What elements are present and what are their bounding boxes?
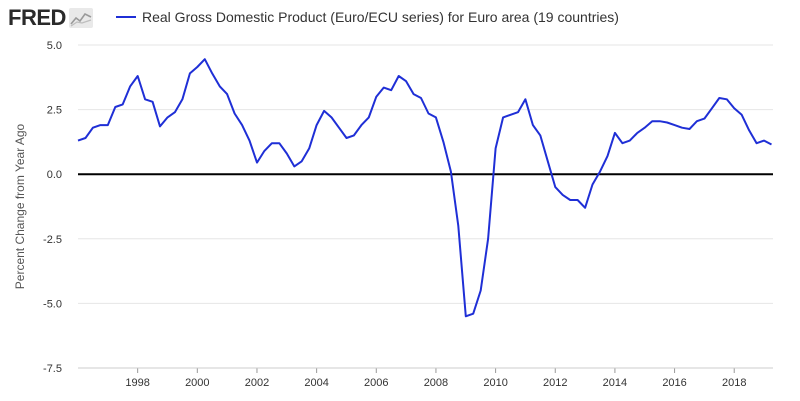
x-tick-label: 2008 [424,377,448,389]
gridlines [78,44,773,369]
y-tick-label: -5.0 [43,298,62,310]
y-axis-ticks: 5.0 2.5 0.0 -2.5 -5.0 -7.5 [43,40,62,375]
y-tick-label: 0.0 [47,169,62,181]
line-chart: 5.0 2.5 0.0 -2.5 -5.0 -7.5 1998 2000 2002 2004 20… [13,40,773,389]
x-tick-label: 2018 [722,377,746,389]
y-tick-label: 2.5 [47,105,62,117]
x-tick-label: 2012 [543,377,567,389]
x-axis-ticks: 1998 2000 2002 2004 2006 2008 2010 2012 2014 2016… [78,367,773,389]
fred-logo[interactable]: FRED [8,4,93,32]
x-tick-label: 1998 [125,377,149,389]
x-tick-label: 2010 [483,377,507,389]
x-tick-label: 2006 [364,377,388,389]
x-tick-label: 2000 [185,377,209,389]
x-tick-label: 2002 [245,377,269,389]
y-tick-label: -7.5 [43,363,62,375]
legend-swatch [116,16,136,18]
legend-label: Real Gross Domestic Product (Euro/ECU se… [142,9,619,25]
x-tick-label: 2004 [304,377,328,389]
chart-legend: Real Gross Domestic Product (Euro/ECU se… [116,9,619,25]
series-line [77,58,772,318]
y-tick-label: -2.5 [43,234,62,246]
x-tick-label: 2014 [603,377,627,389]
series-layer [77,58,772,318]
y-tick-label: 5.0 [47,40,62,52]
chart-header: FRED Real Gross Domestic Product (Euro/E… [0,0,800,36]
y-axis-title: Percent Change from Year Ago [13,123,27,289]
fred-logo-text: FRED [8,5,66,30]
fred-chart-logo-icon [68,8,93,28]
x-tick-label: 2016 [662,377,686,389]
